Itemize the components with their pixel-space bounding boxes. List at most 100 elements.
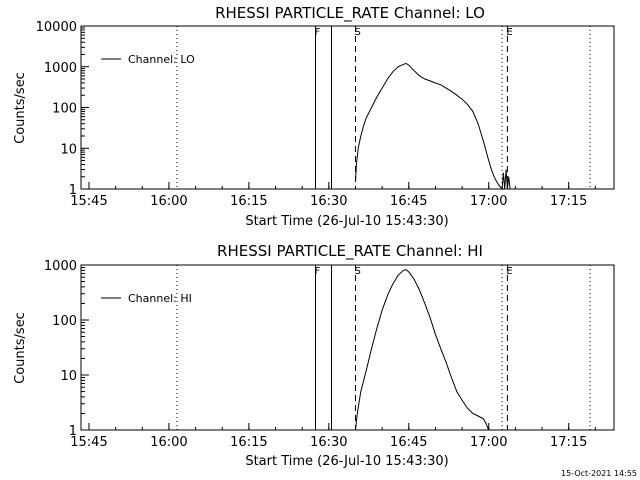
lo-data-point	[365, 117, 367, 119]
lo-data-point	[477, 123, 479, 125]
hi-x-tick-label: 17:00	[470, 435, 507, 450]
lo-data-point	[419, 75, 420, 77]
hi-x-tick-label: 16:15	[230, 435, 267, 450]
lo-data-point	[456, 94, 458, 96]
lo-data-point	[408, 64, 410, 66]
lo-x-tick-label: 16:15	[230, 194, 267, 209]
hi-x-tick-label: 16:45	[390, 435, 427, 450]
lo-data-point	[387, 78, 388, 80]
lo-x-tick-label: 16:30	[310, 194, 347, 209]
lo-data-point	[435, 82, 436, 84]
lo-data-point	[472, 111, 474, 112]
lo-data-point	[429, 80, 431, 82]
lo-data-point	[440, 84, 442, 86]
lo-marker-label: E	[506, 27, 512, 38]
hi-y-tick-label: 1	[69, 424, 77, 439]
footer-timestamp: 15-Oct-2021 14:55	[561, 469, 637, 478]
hi-data-point	[381, 310, 383, 311]
hi-y-axis-label: Counts/sec	[13, 312, 28, 384]
hi-y-tick-label: 1000	[44, 259, 77, 274]
hi-data-point	[387, 295, 388, 296]
hi-x-axis-label: Start Time (26-Jul-10 15:43:30)	[245, 454, 448, 469]
lo-data-point	[397, 66, 399, 68]
lo-y-axis-label: Counts/sec	[13, 72, 28, 144]
hi-data-point	[356, 413, 358, 414]
lo-y-tick-label: 10000	[36, 20, 77, 35]
hi-data-point	[360, 391, 362, 392]
lo-marker-label: F	[315, 27, 321, 38]
hi-data-point	[424, 303, 426, 304]
hi-data-point	[429, 317, 431, 319]
hi-y-tick-label: 10	[60, 369, 77, 384]
lo-x-tick-label: 17:00	[470, 194, 507, 209]
lo-data-point	[445, 87, 447, 89]
hi-data-point	[435, 333, 436, 335]
hi-plot-frame	[80, 264, 615, 431]
hi-series-line	[355, 269, 490, 431]
hi-data-point	[488, 429, 490, 431]
lo-y-tick-label: 1	[69, 183, 77, 198]
lo-data-point	[496, 181, 498, 183]
hi-data-point	[397, 274, 399, 276]
lo-y-tick-label: 1000	[44, 61, 77, 76]
lo-series-line	[355, 62, 511, 191]
lo-x-tick-label: 16:45	[390, 194, 427, 209]
lo-data-point	[491, 169, 492, 170]
lo-data-point	[357, 147, 359, 149]
hi-marker-label: S	[354, 266, 360, 277]
lo-data-point	[505, 169, 507, 170]
lo-data-point	[356, 164, 357, 165]
lo-data-point	[501, 188, 503, 190]
lo-data-point	[493, 176, 495, 178]
lo-x-tick-label: 16:00	[150, 194, 187, 209]
hi-data-point	[467, 407, 468, 409]
hi-data-point	[472, 413, 474, 414]
lo-data-point	[413, 70, 415, 71]
lo-data-point	[499, 185, 500, 187]
lo-x-axis-label: Start Time (26-Jul-10 15:43:30)	[245, 214, 448, 229]
lo-data-point	[403, 63, 404, 65]
hi-chart-title: RHESSI PARTICLE_RATE Channel: HI	[217, 242, 483, 261]
lo-data-point	[508, 176, 510, 178]
hi-data-point	[403, 270, 404, 271]
lo-data-point	[355, 181, 356, 183]
lo-data-point	[405, 63, 407, 64]
lo-data-point	[507, 188, 508, 190]
hi-data-point	[413, 278, 415, 280]
hi-data-point	[408, 271, 410, 273]
lo-x-tick-label: 15:45	[70, 194, 107, 209]
hi-data-point	[419, 289, 420, 291]
hi-legend-label: Channel: HI	[128, 292, 192, 305]
hi-x-tick-label: 15:45	[70, 435, 107, 450]
hi-data-point	[392, 283, 394, 285]
hi-data-point	[483, 418, 484, 420]
lo-data-point	[483, 140, 484, 142]
hi-data-point	[485, 423, 487, 425]
hi-data-point	[371, 348, 372, 350]
hi-data-point	[477, 415, 479, 417]
lo-y-tick-label: 100	[52, 102, 77, 117]
hi-x-tick-label: 16:00	[150, 435, 187, 450]
hi-data-point	[461, 399, 463, 401]
hi-x-tick-label: 17:15	[550, 435, 587, 450]
lo-data-point	[451, 90, 452, 92]
lo-data-point	[360, 135, 362, 137]
lo-data-point	[363, 125, 364, 127]
lo-data-point	[424, 78, 426, 80]
hi-channel-panel: RHESSI PARTICLE_RATE Channel: HI Counts/…	[13, 242, 615, 469]
hi-data-point	[365, 370, 367, 371]
lo-data-point	[381, 87, 383, 89]
lo-data-point	[392, 71, 394, 73]
hi-data-point	[405, 269, 407, 271]
hi-data-point	[456, 391, 458, 392]
lo-data-point	[467, 103, 468, 105]
hi-x-tick-label: 16:30	[310, 435, 347, 450]
lo-chart-title: RHESSI PARTICLE_RATE Channel: LO	[215, 4, 485, 23]
hi-data-point	[445, 362, 447, 363]
hi-data-point	[440, 348, 442, 350]
lo-data-point	[461, 98, 463, 100]
lo-data-point	[488, 160, 490, 161]
lo-data-point	[376, 96, 378, 98]
lo-data-point	[509, 188, 511, 190]
